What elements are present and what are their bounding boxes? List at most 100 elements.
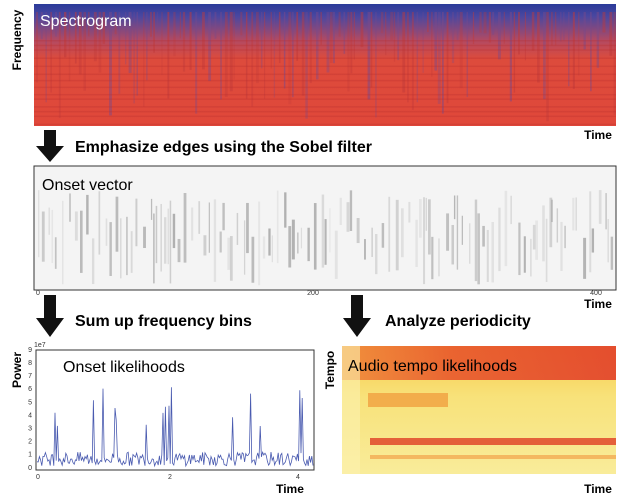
streak [227, 237, 231, 270]
streak [133, 12, 135, 104]
streak [125, 12, 127, 65]
streak [390, 12, 394, 41]
streak [477, 213, 480, 285]
axis-label: Power [10, 352, 24, 388]
streak [523, 236, 526, 273]
streak [270, 12, 272, 69]
streak [156, 12, 159, 33]
panel-title: Spectrogram [40, 13, 132, 30]
streak [167, 208, 170, 265]
streak [150, 198, 153, 220]
streak [446, 213, 450, 251]
streak [153, 213, 155, 284]
band [34, 49, 616, 51]
streak [482, 225, 485, 247]
streak [160, 203, 162, 272]
ticks: 0 1 2 3 4 5 6 7 8 9 0 2 4 [28, 347, 300, 481]
streak [183, 192, 187, 263]
streak [371, 227, 373, 257]
y-tick-label: 0 [28, 465, 32, 472]
step-label: Emphasize edges using the Sobel filter [75, 139, 372, 156]
tempo-shade [342, 346, 360, 474]
streak [560, 221, 563, 272]
streak [45, 12, 47, 103]
streak [88, 12, 90, 37]
y-tick-label: 8 [28, 360, 32, 367]
streak [130, 231, 133, 273]
streak [333, 12, 335, 64]
band [34, 93, 616, 96]
streak [273, 12, 276, 98]
streak [41, 211, 45, 262]
streak [431, 12, 433, 77]
streak [393, 12, 396, 62]
streak [220, 12, 222, 100]
streak [102, 12, 106, 44]
streak [64, 12, 67, 58]
band [34, 57, 616, 59]
streak [367, 12, 371, 100]
streak [324, 219, 327, 265]
streak [167, 12, 170, 99]
streak [423, 197, 426, 285]
streak [542, 205, 545, 262]
streak [155, 205, 158, 264]
band [34, 65, 616, 68]
streak [50, 12, 52, 93]
streak [161, 12, 163, 76]
y-tick-label: 7 [28, 373, 32, 380]
streak [479, 12, 482, 33]
streak [229, 12, 233, 92]
streak [320, 12, 322, 45]
streak [451, 12, 455, 64]
streak [375, 234, 378, 275]
y-tick-label: 1 [28, 452, 32, 459]
streak [291, 219, 295, 260]
streak [233, 12, 235, 80]
panel-title: Onset likelihoods [63, 359, 185, 376]
x-tick-label: 400 [590, 290, 602, 297]
streak [583, 12, 586, 50]
streak [329, 12, 333, 64]
streak [177, 238, 181, 263]
band [34, 40, 616, 42]
streak [605, 193, 607, 230]
band [34, 73, 616, 76]
streak [120, 218, 122, 279]
streak [229, 236, 233, 281]
streak [613, 12, 616, 115]
streak [551, 12, 553, 46]
streak [173, 12, 176, 57]
onset-vector-texture [38, 190, 614, 286]
streak [214, 12, 217, 39]
streak [98, 191, 101, 255]
streak [58, 12, 61, 119]
streak [446, 12, 449, 104]
streak [74, 12, 77, 64]
streak [349, 190, 353, 232]
streak [243, 220, 246, 275]
streak [309, 12, 312, 84]
streak [518, 222, 521, 276]
band [34, 98, 616, 100]
step-label: Analyze periodicity [385, 313, 531, 330]
arrow [36, 130, 64, 162]
streak [169, 200, 172, 284]
streak [598, 190, 602, 224]
streak [288, 12, 292, 105]
streak [509, 12, 512, 102]
axis-label: Tempo [323, 351, 337, 389]
panel-title: Onset vector [42, 177, 133, 194]
streak [246, 202, 249, 254]
streak [278, 12, 281, 64]
streak [503, 12, 505, 44]
y-tick-label: 5 [28, 399, 32, 406]
streak [172, 213, 176, 249]
streak [353, 12, 355, 60]
streak [198, 201, 201, 234]
streak [590, 12, 592, 92]
streak [504, 190, 508, 267]
streak [415, 219, 418, 267]
streak [255, 12, 259, 84]
